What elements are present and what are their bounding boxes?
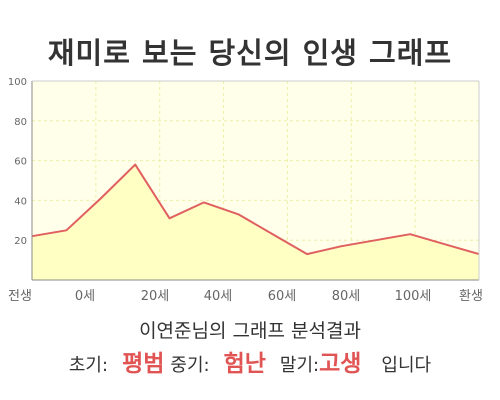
- chart-title: 재미로 보는 당신의 인생 그래프: [47, 36, 453, 70]
- x-tick-label: 60세: [268, 289, 297, 304]
- x-tick-label: 40세: [204, 289, 233, 304]
- early-label: 초기:: [68, 355, 109, 376]
- mid-value: 험난: [223, 351, 266, 377]
- series-line: [31, 163, 480, 256]
- analysis-result: 초기: 평범 중기: 험난 말기:고생 입니다: [0, 344, 500, 378]
- mid-label: 중기:: [170, 355, 210, 376]
- y-tick-label-60: 60: [14, 157, 27, 168]
- late-label: 말기:: [279, 355, 320, 376]
- area-fill: [32, 164, 479, 280]
- x-tick-label: 80세: [332, 289, 361, 304]
- x-tick-label: 환생: [459, 289, 483, 304]
- analysis-title: 이연준님의 그래프 분석결과: [139, 320, 361, 342]
- x-tick-label: 0세: [75, 289, 95, 304]
- y-tick-label-40: 40: [14, 196, 27, 207]
- x-tick-label: 전생: [8, 289, 32, 304]
- late-value: 고생: [319, 351, 362, 377]
- y-axis-ticks: 20 40 60 80 100: [8, 77, 27, 247]
- y-tick-label-20: 20: [14, 236, 27, 247]
- x-axis-ticks: 전생 0세 20세 40세 60세 80세 100세 환생: [8, 289, 483, 304]
- early-value: 평범: [122, 351, 165, 377]
- x-tick-label: 20세: [141, 289, 170, 304]
- x-tick-label: 100세: [395, 289, 432, 304]
- y-tick-label-80: 80: [14, 117, 27, 128]
- y-tick-label-100: 100: [8, 77, 27, 88]
- ending-text: 입니다: [381, 355, 432, 376]
